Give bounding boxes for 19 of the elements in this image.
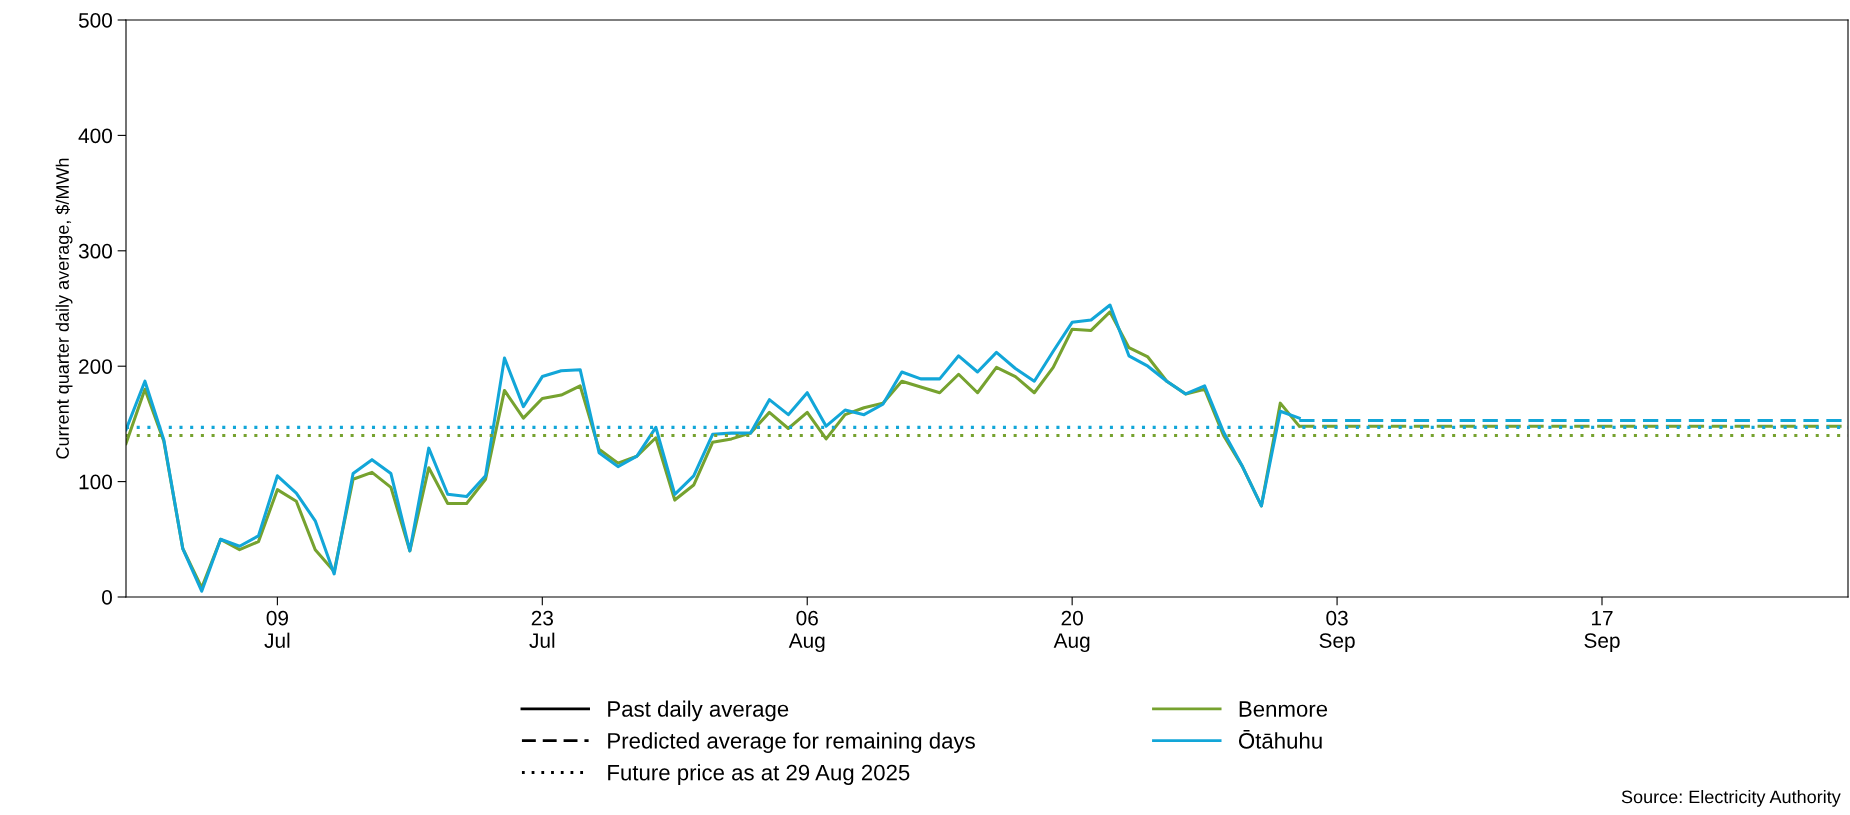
x-tick-label: 06 Aug [788, 610, 825, 653]
legend-label: Ōtāhuhu [1238, 730, 1322, 749]
x-tick-label: 09 Jul [264, 610, 290, 648]
y-tick-label: 0 [102, 590, 112, 605]
y-axis-title: Current quarter daily average, $/MWh [55, 158, 73, 459]
legend-label: Benmore [1239, 701, 1328, 717]
source-note: Source: Electricity Authority [1621, 790, 1841, 807]
x-tick-label: 17 Sep [1584, 610, 1620, 653]
text: Predicted average for remaining days [608, 732, 975, 754]
x-tick-label: 03 Sep [1319, 610, 1355, 653]
x-tick-label: 20 Aug [1053, 610, 1090, 653]
y-tick-label: 300 [78, 243, 112, 259]
y-tick-label: 500 [78, 13, 112, 28]
text: Future price as at 29 Aug 2025 [608, 764, 910, 785]
y-tick-label: 200 [79, 359, 112, 374]
x-tick-label: 23 Jul [529, 610, 555, 648]
y-tick-label: 100 [79, 474, 112, 490]
text: Past daily average [608, 700, 789, 722]
y-tick-label: 400 [78, 128, 112, 144]
